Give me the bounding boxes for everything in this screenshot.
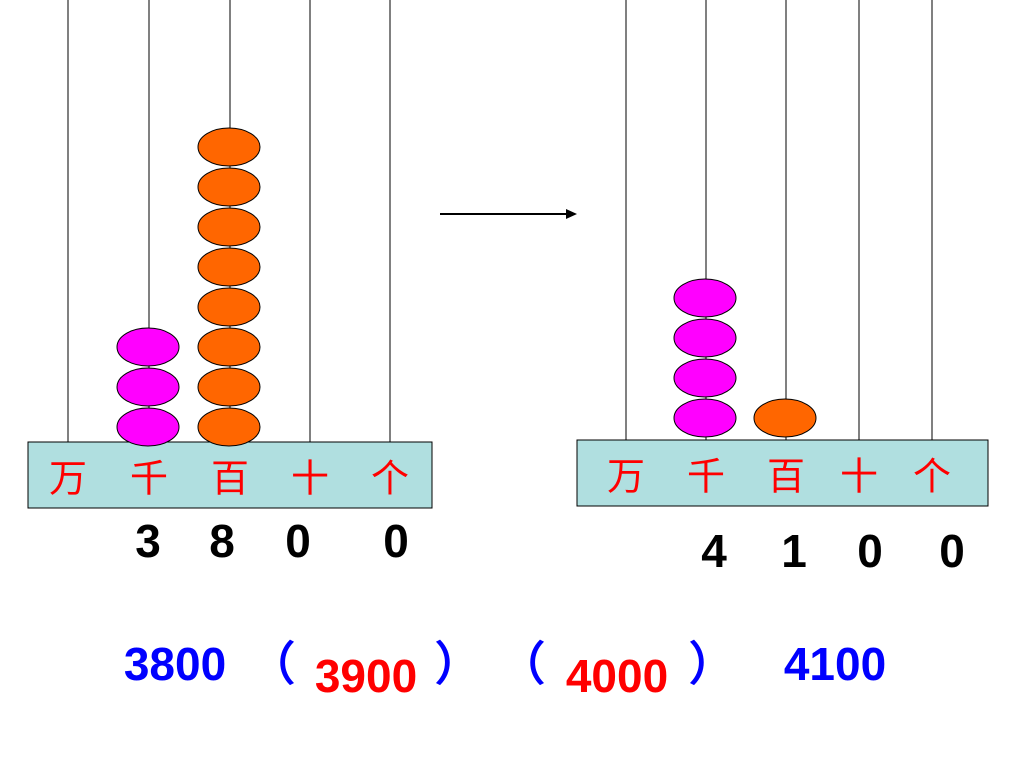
bead xyxy=(116,367,180,407)
place-label: 十 xyxy=(291,457,329,501)
place-label: 十 xyxy=(840,455,878,499)
digit: 1 xyxy=(781,525,807,577)
bead xyxy=(673,358,737,398)
place-label: 百 xyxy=(211,457,249,501)
place-label: 千 xyxy=(687,455,725,499)
digit: 0 xyxy=(383,515,409,567)
sequence-text: （ xyxy=(499,638,545,690)
sequence-text: ） xyxy=(689,638,735,690)
sequence-text: 4000 xyxy=(566,650,668,702)
bead xyxy=(197,207,261,247)
place-label: 千 xyxy=(130,457,168,501)
arrow-head xyxy=(566,209,577,219)
bead xyxy=(197,367,261,407)
bead xyxy=(197,127,261,167)
bead xyxy=(197,167,261,207)
sequence-text: 4100 xyxy=(784,638,886,690)
bead xyxy=(197,327,261,367)
bead xyxy=(673,278,737,318)
sequence-text: 3800 xyxy=(124,638,226,690)
bead xyxy=(197,407,261,447)
sequence-text: 3900 xyxy=(315,650,417,702)
digit: 0 xyxy=(285,515,311,567)
abacus-base xyxy=(576,439,989,507)
place-label: 百 xyxy=(767,455,805,499)
digit: 0 xyxy=(939,525,965,577)
place-label: 万 xyxy=(49,457,87,501)
sequence-text: ） xyxy=(435,638,481,690)
digit: 3 xyxy=(135,515,161,567)
place-label: 万 xyxy=(607,455,645,499)
bead xyxy=(673,318,737,358)
sequence-text: （ xyxy=(249,638,295,690)
bead xyxy=(197,247,261,287)
bead xyxy=(753,398,817,438)
abacus-base xyxy=(27,441,433,509)
bead xyxy=(116,407,180,447)
digit: 8 xyxy=(209,515,235,567)
bead xyxy=(197,287,261,327)
bead xyxy=(673,398,737,438)
digit: 0 xyxy=(857,525,883,577)
bead xyxy=(116,327,180,367)
place-label: 个 xyxy=(913,455,951,499)
place-label: 个 xyxy=(371,457,409,501)
digit: 4 xyxy=(701,525,727,577)
